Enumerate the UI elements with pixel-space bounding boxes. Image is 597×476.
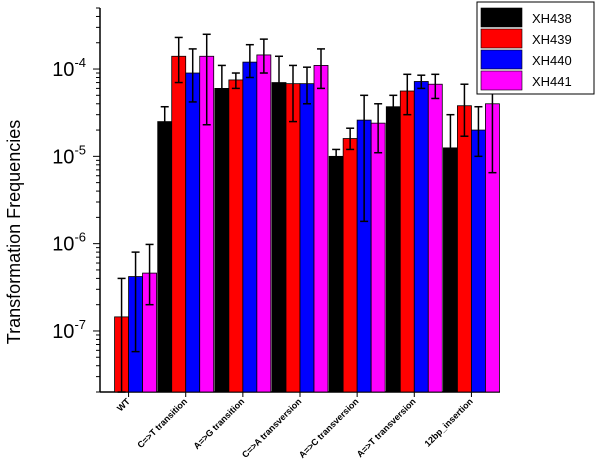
bar-xh441-5: [427, 83, 443, 393]
legend-swatch-xh441: [480, 70, 523, 91]
bar-xh439-6: [457, 105, 472, 393]
y-axis-label: Transformation Frequencies: [4, 120, 24, 344]
bar-xh438-2: [214, 88, 230, 393]
y-tick-label: 10-5: [52, 142, 86, 168]
legend-swatch-xh439: [480, 28, 523, 49]
legend-label-xh441: XH441: [532, 74, 572, 89]
legend-label-xh439: XH439: [532, 32, 572, 47]
bars: [114, 54, 500, 397]
bar-xh440-1: [185, 72, 201, 393]
bar-xh441-4: [370, 122, 386, 393]
legend-swatch-xh438: [480, 7, 523, 28]
bar-xh440-5: [413, 81, 429, 393]
bar-xh440-2: [242, 61, 258, 393]
bar-xh439-5: [399, 90, 415, 393]
y-tick-label: 10-6: [52, 230, 86, 256]
error-bars: [117, 33, 497, 393]
x-tick-label: C=>A transversion: [240, 396, 303, 459]
bar-xh438-1: [157, 121, 173, 393]
bar-xh438-3: [271, 82, 287, 393]
x-tick-label: A=>C transversion: [297, 396, 361, 460]
bar-xh440-3: [299, 83, 315, 393]
legend: XH438 XH439 XH440 XH441: [476, 1, 595, 95]
y-tick-label: 10-7: [52, 317, 86, 343]
x-tick-label: WT: [115, 396, 132, 413]
legend-label-xh440: XH440: [532, 53, 572, 68]
legend-swatch-xh440: [480, 49, 523, 70]
bar-xh439-4: [342, 138, 358, 393]
bar-xh440-6: [471, 129, 486, 393]
x-tick-label: C=>T transition: [135, 396, 189, 450]
x-tick-label: A=>G transition: [191, 396, 246, 451]
bar-xh441-2: [256, 54, 272, 393]
bar-xh438-4: [328, 155, 344, 393]
y-tick-label: 10-4: [52, 55, 86, 81]
bar-xh441-3: [313, 65, 329, 393]
bar-xh439-3: [285, 83, 301, 393]
x-tick-label: 12bp_insertion: [423, 396, 475, 448]
bar-xh439-2: [228, 79, 244, 393]
x-tick-label: A=>T transversion: [355, 396, 418, 459]
y-ticks: 10-7 10-6 10-5 10-4: [52, 7, 100, 393]
legend-label-xh438: XH438: [532, 11, 572, 26]
bar-xh439-1: [171, 55, 187, 393]
bar-xh438-5: [385, 106, 401, 393]
